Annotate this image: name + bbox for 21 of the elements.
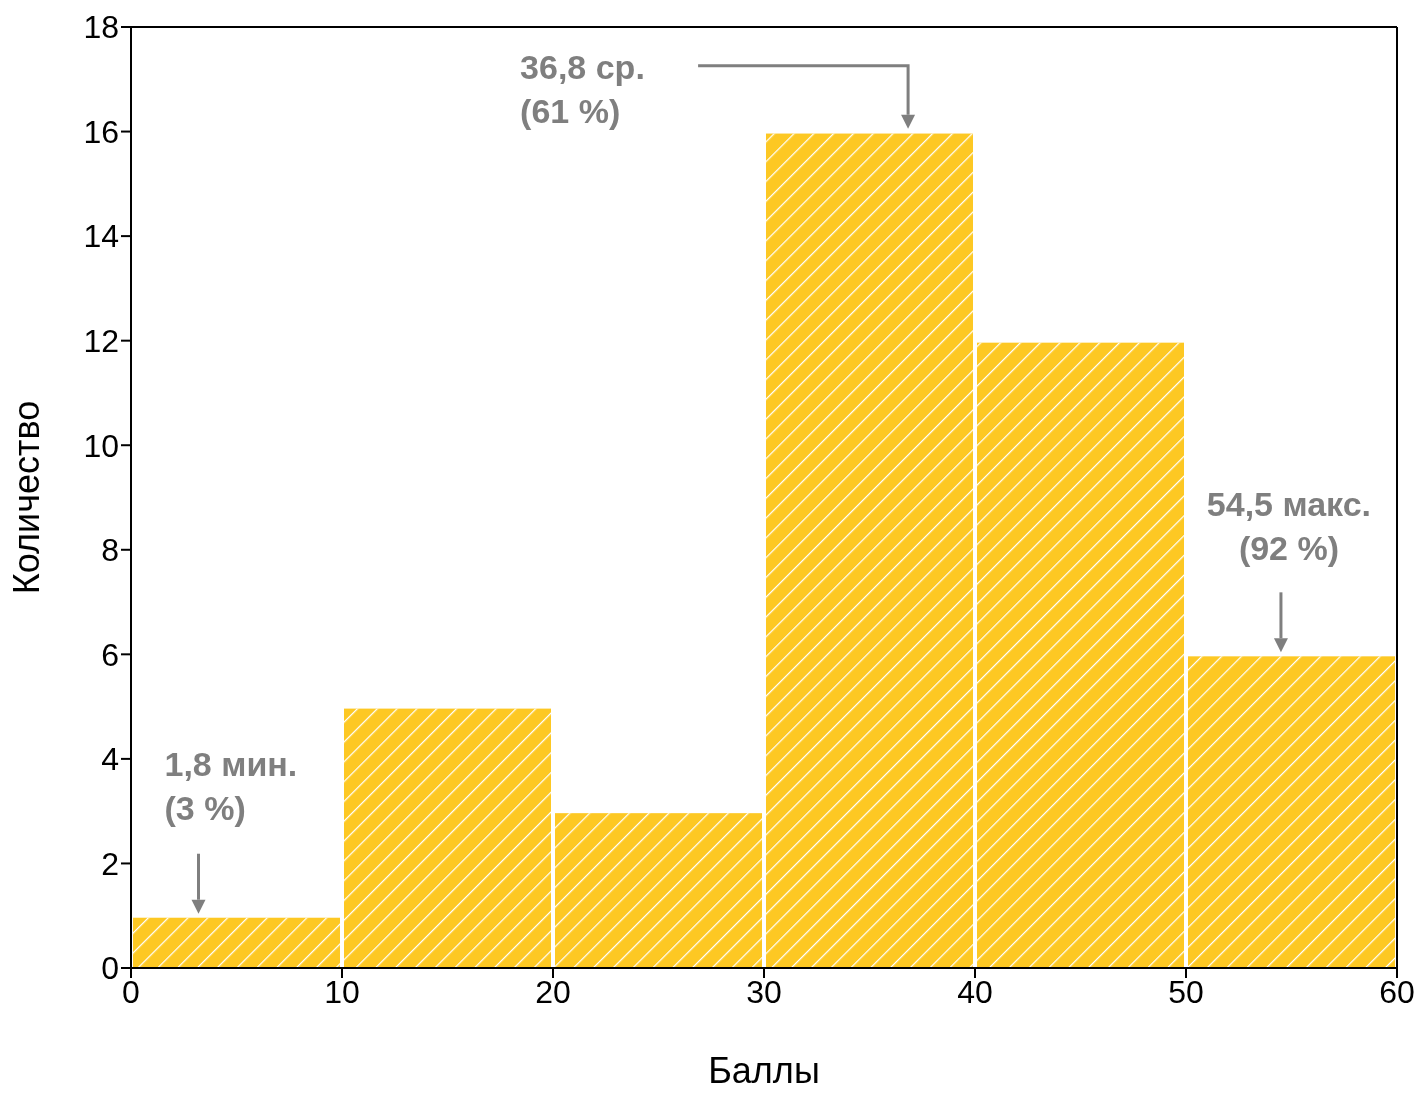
y-tick-label: 12 bbox=[83, 323, 119, 360]
y-tick-label: 18 bbox=[83, 9, 119, 46]
y-tick-label: 14 bbox=[83, 218, 119, 255]
x-axis-title: Баллы bbox=[708, 1050, 820, 1091]
y-tick-label: 0 bbox=[101, 950, 119, 987]
x-tick-label: 40 bbox=[957, 973, 993, 1010]
x-tick-label: 10 bbox=[324, 973, 360, 1010]
annotation: 36,8 ср. (61 %) bbox=[520, 47, 645, 130]
y-tick-label: 4 bbox=[101, 741, 119, 778]
x-tick-label: 50 bbox=[1168, 973, 1204, 1010]
y-tick-label: 2 bbox=[101, 845, 119, 882]
y-tick-label: 6 bbox=[101, 636, 119, 673]
annotation: 1,8 мин. (3 %) bbox=[164, 744, 298, 827]
x-tick-label: 60 bbox=[1379, 973, 1415, 1010]
x-tick-label: 20 bbox=[535, 973, 571, 1010]
annotation: 54,5 макс. (92 %) bbox=[1206, 485, 1372, 568]
y-tick-label: 16 bbox=[83, 113, 119, 150]
y-axis-title: Количество bbox=[5, 400, 47, 595]
x-tick-label: 30 bbox=[746, 973, 782, 1010]
y-tick-label: 10 bbox=[83, 427, 119, 464]
y-tick-label: 8 bbox=[101, 532, 119, 569]
